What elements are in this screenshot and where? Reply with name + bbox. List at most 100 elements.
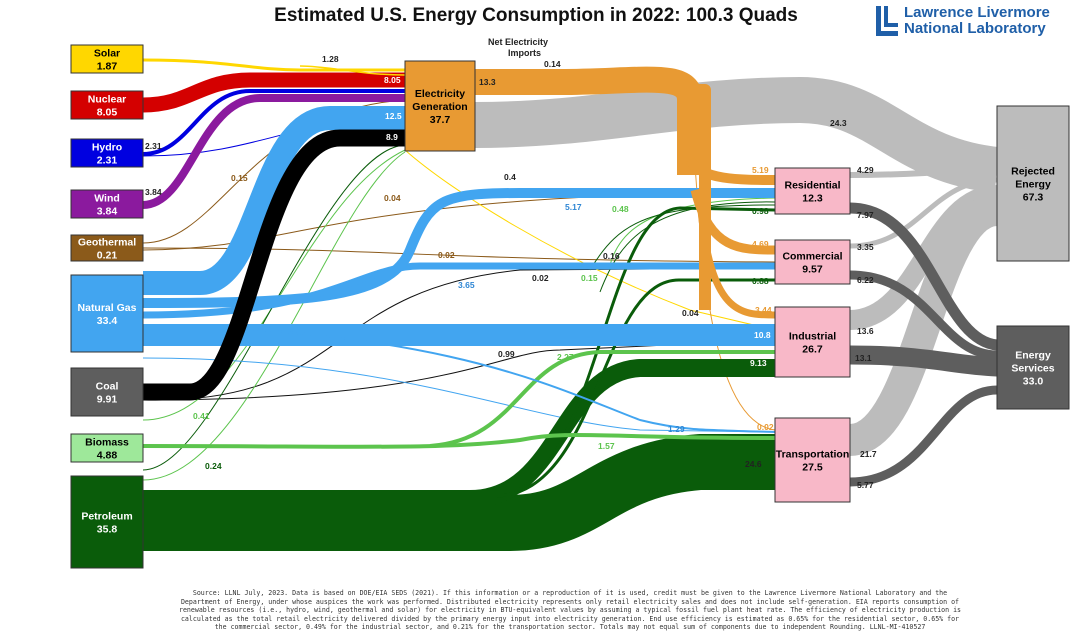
flow-commercial-rejected <box>849 177 998 249</box>
label-geo-elec: 0.15 <box>231 173 248 183</box>
label-pet-res: 0.98 <box>752 206 769 216</box>
label-elec-rejected: 24.3 <box>830 118 847 128</box>
node-residential-label-1: 12.3 <box>802 193 823 205</box>
node-natural-gas <box>70 274 144 353</box>
label-elec-com: 4.69 <box>752 239 769 249</box>
node-electricity-generation-label-1: Generation <box>412 101 467 113</box>
label-com-srv: 6.22 <box>857 275 874 285</box>
label-geo-com: 0.02 <box>438 250 455 260</box>
label-hydro-elec: 2.31 <box>145 141 162 151</box>
flow-wind-electricity <box>142 94 405 209</box>
flow-transportation-rejected <box>847 194 1000 456</box>
label-wind-elec: 3.84 <box>145 187 162 197</box>
node-natural-gas-label-0: Natural Gas <box>78 302 137 314</box>
label-pet-elec: 0.24 <box>205 461 222 471</box>
node-energy-services-label-2: 33.0 <box>1023 376 1044 388</box>
node-hydro-label-0: Hydro <box>92 142 122 154</box>
flow-petroleum-commercial <box>494 278 775 498</box>
llnl-logo: Lawrence Livermore National Laboratory <box>876 5 1066 39</box>
node-energy-services-label-0: Energy <box>1015 350 1051 362</box>
node-electricity-generation <box>404 60 476 152</box>
node-industrial-label-1: 26.7 <box>802 344 823 356</box>
node-petroleum-label-1: 35.8 <box>97 524 118 536</box>
node-rejected-energy-label-1: Energy <box>1015 179 1051 191</box>
label-bio-com: 0.15 <box>581 273 598 283</box>
flow-residential-rejected <box>849 168 998 178</box>
label-ind-srv: 13.1 <box>855 353 872 363</box>
label-pet-ind: 9.13 <box>750 358 767 368</box>
node-rejected-energy-label-2: 67.3 <box>1023 192 1044 204</box>
flow-transportation-services <box>849 385 998 487</box>
label-ind-rej: 13.6 <box>857 326 874 336</box>
label-bio-ind: 2.27 <box>557 352 574 362</box>
node-wind-label-0: Wind <box>94 193 120 205</box>
node-industrial-label-0: Industrial <box>789 331 836 343</box>
node-transportation-label-1: 27.5 <box>802 462 823 474</box>
source-note: Source: LLNL July, 2023. Data is based o… <box>178 589 962 632</box>
label-pet-com: 0.88 <box>752 276 769 286</box>
node-solar <box>70 44 144 74</box>
node-energy-services-label-1: Services <box>1011 363 1054 375</box>
flow-gas-electricity <box>143 106 405 295</box>
logo-line-1: Lawrence Livermore <box>904 4 1050 21</box>
flow-solar-electricity <box>142 58 405 72</box>
node-geothermal-label-1: 0.21 <box>97 250 118 262</box>
flow-hydro-electricity <box>142 89 405 156</box>
node-coal <box>70 367 144 417</box>
label-trans-srv: 5.77 <box>857 480 874 490</box>
node-coal-label-0: Coal <box>96 381 119 393</box>
thin-flow-12 <box>589 204 776 271</box>
flow-electricity-rejected <box>474 77 1000 193</box>
flow-electricity-out <box>475 66 703 175</box>
label-gas-com: 3.65 <box>458 280 475 290</box>
node-coal-label-1: 9.91 <box>97 394 118 406</box>
node-nuclear-label-0: Nuclear <box>88 94 127 106</box>
label-trans-rej: 21.7 <box>860 449 877 459</box>
label-pet-trans: 24.6 <box>745 459 762 469</box>
label-imports: 0.14 <box>544 59 561 69</box>
label-coal-trans: 0.04 <box>682 308 699 318</box>
node-electricity-generation-label-0: Electricity <box>415 88 465 100</box>
node-geothermal <box>70 234 144 262</box>
thin-flow-10 <box>609 197 776 266</box>
node-natural-gas-label-1: 33.4 <box>97 315 118 327</box>
logo-line-2: National Laboratory <box>904 20 1046 37</box>
label-bio-res: 0.48 <box>612 204 629 214</box>
flow-gas-residential <box>142 188 775 308</box>
node-transportation-label-0: Transportation <box>776 449 850 461</box>
flow-coal-electricity <box>143 129 405 401</box>
node-hydro <box>70 138 144 168</box>
label-gas-ind: 10.8 <box>754 330 771 340</box>
label-solar-res: 0.4 <box>504 172 516 182</box>
label-nuclear-elec: 8.05 <box>384 75 401 85</box>
thin-flow-5 <box>142 339 776 401</box>
node-rejected-energy-label-0: Rejected <box>1011 166 1055 178</box>
node-petroleum-label-0: Petroleum <box>81 511 132 523</box>
flow-gas-commercial <box>142 262 775 319</box>
flow-solar-split <box>299 65 406 76</box>
node-residential <box>774 167 851 215</box>
label-elec-res: 5.19 <box>752 165 769 175</box>
node-geothermal-label-0: Geothermal <box>78 237 136 249</box>
flow-electricity-residential <box>685 157 776 185</box>
node-electricity-generation-label-2: 37.7 <box>430 114 451 126</box>
node-industrial <box>774 306 851 378</box>
label-res-srv: 7.97 <box>857 210 874 220</box>
label-gas-trans: 1.29 <box>668 424 685 434</box>
thin-flow-6 <box>404 149 776 331</box>
flow-biomass-industrial <box>429 350 775 448</box>
node-nuclear <box>70 90 144 120</box>
node-wind <box>70 189 144 219</box>
node-commercial <box>774 239 851 285</box>
node-commercial-label-0: Commercial <box>782 251 842 263</box>
label-coal-elec: 8.9 <box>386 132 398 142</box>
net-imports-label-1: Net Electricity <box>488 37 548 47</box>
label-bio-elec: 0.41 <box>193 411 210 421</box>
thin-flow-9 <box>142 144 406 471</box>
flow-industrial-services <box>849 345 998 377</box>
node-biomass <box>70 433 144 463</box>
label-gas-res: 5.17 <box>565 202 582 212</box>
node-wind-label-1: 3.84 <box>97 206 118 218</box>
